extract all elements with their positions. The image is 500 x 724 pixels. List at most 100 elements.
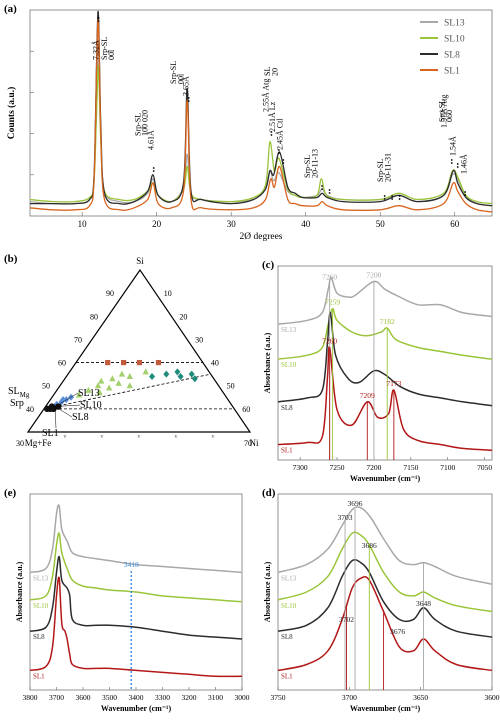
peak-label: 7259	[325, 298, 340, 307]
peak-marker	[464, 191, 467, 193]
peak-annotation: 2.51Å Lz	[268, 101, 277, 132]
x-tick-label: 3750	[271, 693, 286, 702]
panel-label: (a)	[4, 3, 17, 15]
series-line-sl1	[29, 576, 243, 678]
peak-annotation: 2.45Å Ctl	[276, 118, 285, 150]
left-tick-label: 40	[26, 405, 34, 414]
x-tick-label: 3000	[235, 693, 250, 702]
peak-marker	[450, 162, 453, 164]
panel-label: (e)	[4, 487, 17, 499]
base-tick: v	[212, 434, 215, 440]
left-tick-label: 90	[106, 289, 114, 298]
peak-annotation: SL	[263, 67, 272, 76]
left-tick-label: 50	[42, 382, 50, 391]
x-tick-label: 3500	[102, 693, 117, 702]
panel-e: (e) 3800 3700 3600 3500 3400 3300 3200 3100 3000 W…	[4, 487, 250, 713]
series-line-sl8	[277, 558, 493, 638]
peak-label: 3676	[390, 627, 405, 636]
dashed-guide	[43, 373, 211, 410]
series-label: SL10	[281, 361, 297, 369]
data-point	[85, 386, 92, 393]
peak-marker	[450, 159, 453, 161]
peak-marker	[321, 185, 324, 187]
y-axis-label: Absorbance (a.u.)	[15, 561, 24, 622]
x-tick-label: 7300	[293, 463, 308, 472]
peak-label: 3696	[348, 499, 363, 508]
peak-label: 7260	[322, 336, 337, 345]
series-line-sl13	[29, 504, 243, 574]
x-tick-label: 3100	[208, 693, 223, 702]
data-point	[115, 379, 122, 386]
x-tick-label: 20	[152, 219, 162, 229]
peak-marker	[277, 152, 280, 154]
data-point	[94, 382, 102, 389]
peak-annotation: 00l	[177, 73, 186, 84]
data-point	[109, 375, 116, 382]
point-label: SL13	[78, 388, 100, 399]
x-axis-label: Wavenumber (cm⁻¹)	[101, 704, 172, 713]
peak-label: 7200	[366, 271, 381, 280]
left-tick-label: 60	[58, 359, 66, 368]
point-label: Srp	[10, 398, 24, 409]
series-label: SL1	[33, 672, 45, 680]
plot-frame	[277, 493, 493, 691]
legend-entry: SL13	[444, 19, 465, 29]
peak-label: 7260	[322, 272, 337, 281]
point-label-main: SL	[8, 386, 20, 397]
peak-label: 3648	[416, 599, 431, 608]
series-label: SL8	[33, 633, 45, 641]
peak-annotation: Srp-SL	[303, 155, 312, 178]
data-point	[177, 372, 184, 380]
panel-label: (c)	[262, 259, 275, 271]
peak-annotation: 1.57Å Atg	[440, 95, 449, 128]
peak-marker	[398, 198, 401, 200]
data-point	[63, 396, 70, 404]
legend-entry: SL8	[444, 51, 460, 61]
data-point	[191, 375, 198, 383]
point-label: SL1	[42, 428, 59, 439]
series-label: SL13	[33, 574, 49, 582]
peak-annotation: Srp-SL	[376, 159, 385, 182]
peak-marker	[97, 20, 100, 22]
panel-b: (b) Si Mg+Fe Ni 30 40 50 60 70 80 90 10 20 30 40 50 60 70…	[4, 253, 259, 448]
series-label: SL8	[281, 404, 293, 412]
data-point	[136, 359, 143, 366]
peak-marker	[270, 134, 273, 136]
peak-label: 3703	[338, 513, 353, 522]
peak-marker	[383, 195, 386, 197]
peak-annotation: 00l	[107, 49, 116, 60]
right-tick-label: 40	[211, 359, 219, 368]
x-tick-label: 3300	[155, 693, 170, 702]
x-tick-label: 3400	[129, 693, 144, 702]
series-label: SL10	[281, 602, 297, 610]
peak-marker	[391, 198, 394, 200]
peak-marker	[398, 195, 401, 197]
peak-annotation: 3.65Å	[182, 76, 191, 96]
base-tick: v	[101, 434, 104, 440]
y-axis-label: Absorbance (a.u.)	[263, 561, 272, 622]
data-point	[155, 359, 162, 366]
series-label: SL13	[281, 326, 297, 334]
peak-label: 7173	[386, 379, 401, 388]
peak-marker	[187, 97, 190, 99]
series-label: SL10	[33, 602, 49, 610]
leader-line	[54, 406, 73, 418]
x-tick-label: 3700	[342, 693, 357, 702]
peak-annotation: 060	[445, 110, 454, 122]
panel-label: (b)	[4, 253, 18, 265]
y-axis-label: Counts (a.u.)	[6, 87, 17, 140]
x-axis-label: Wavenumber (cm⁻¹)	[350, 474, 421, 483]
peak-marker	[456, 163, 459, 165]
peak-annotation: 2.55Å Atg	[261, 79, 270, 112]
peak-annotation: Srp-SL	[100, 37, 109, 60]
peak-marker	[270, 131, 273, 133]
right-tick-label: 20	[179, 312, 187, 321]
data-point	[163, 370, 170, 378]
right-tick-label: 60	[242, 405, 250, 414]
x-tick-label: 10	[78, 219, 88, 229]
ternary-triangle	[26, 268, 252, 433]
series-label: SL1	[281, 672, 293, 680]
left-tick-label: 80	[90, 312, 98, 321]
x-tick-label: 3200	[182, 693, 197, 702]
vertex-label: Mg+Fe	[25, 438, 52, 448]
